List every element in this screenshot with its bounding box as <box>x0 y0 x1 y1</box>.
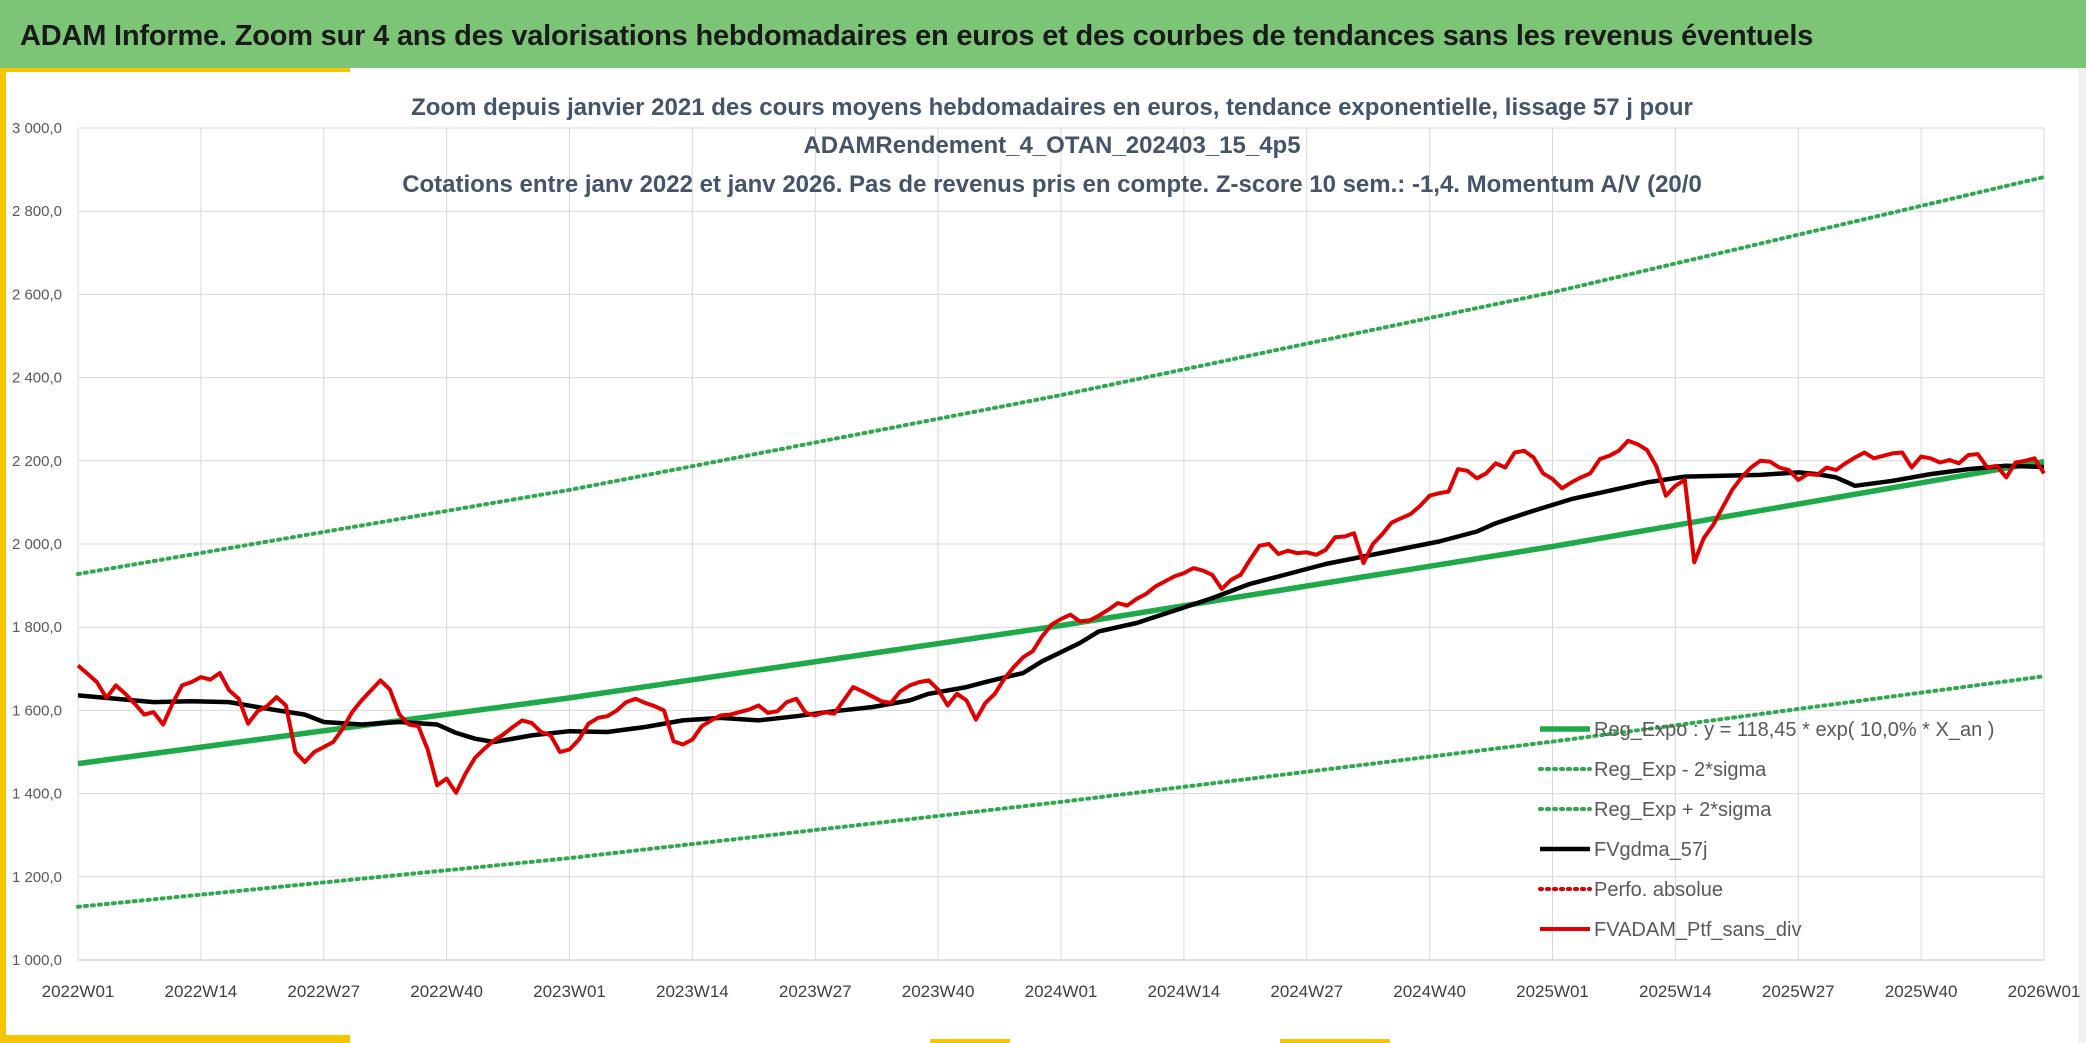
x-tick-label: 2025W01 <box>1516 982 1589 1001</box>
legend-label: FVgdma_57j <box>1594 839 1707 861</box>
right-border <box>2078 68 2086 1043</box>
top-accent-bar <box>0 68 350 72</box>
y-tick-label: 1 400,0 <box>12 786 62 803</box>
x-tick-label: 2024W14 <box>1147 982 1220 1001</box>
left-accent-bar <box>0 68 6 1043</box>
y-tick-label: 2 400,0 <box>12 370 62 387</box>
x-tick-label: 2026W01 <box>2008 982 2081 1001</box>
bottom-accent-bar <box>930 1039 1010 1043</box>
x-tick-label: 2025W40 <box>1885 982 1958 1001</box>
x-tick-label: 2025W14 <box>1639 982 1712 1001</box>
x-tick-label: 2023W27 <box>779 982 852 1001</box>
legend-label: Reg_Exp + 2*sigma <box>1594 799 1772 821</box>
legend: Reg_Expo : y = 118,45 * exp( 10,0% * X_a… <box>1538 719 1994 941</box>
bottom-accent-bar <box>1280 1039 1390 1043</box>
series-line-1 <box>76 674 2046 909</box>
gridlines <box>77 127 2045 961</box>
x-tick-label: 2022W27 <box>287 982 360 1001</box>
x-tick-label: 2024W40 <box>1393 982 1466 1001</box>
y-tick-label: 1 800,0 <box>12 619 62 636</box>
chart-title-line-2: ADAMRendement_4_OTAN_202403_15_4p5 <box>803 132 1300 159</box>
x-tick-label: 2022W40 <box>410 982 483 1001</box>
x-axis-ticks: 2022W01 2022W14 2022W27 2022W40 2023W01 2023W… <box>42 982 2081 1001</box>
bottom-accent-bar <box>0 1035 350 1043</box>
chart-title-line-1: Zoom depuis janvier 2021 des cours moyen… <box>411 94 1693 121</box>
y-tick-label: 2 600,0 <box>12 286 62 303</box>
y-tick-label: 2 000,0 <box>12 536 62 553</box>
legend-label: FVADAM_Ptf_sans_div <box>1594 919 1802 941</box>
y-tick-label: 2 800,0 <box>12 203 62 220</box>
y-tick-label: 3 000,0 <box>12 120 62 137</box>
series-line-3 <box>77 463 2045 745</box>
legend-label: Reg_Exp - 2*sigma <box>1594 759 1767 781</box>
series-line-5 <box>76 438 2046 795</box>
x-tick-label: 2022W14 <box>164 982 237 1001</box>
x-tick-label: 2023W01 <box>533 982 606 1001</box>
legend-label: Perfo. absolue <box>1594 879 1723 901</box>
y-tick-label: 2 200,0 <box>12 453 62 470</box>
series-lines <box>76 175 2046 909</box>
chart-title-line-3: Cotations entre janv 2022 et janv 2026. … <box>402 171 1702 198</box>
x-tick-label: 2024W27 <box>1270 982 1343 1001</box>
x-tick-label: 2023W14 <box>656 982 729 1001</box>
y-axis-ticks: 1 000,0 1 200,0 1 400,0 1 600,0 1 800,0 2 000… <box>12 120 62 969</box>
page-title: ADAM Informe. Zoom sur 4 ans des valoris… <box>20 20 1814 52</box>
y-tick-label: 1 600,0 <box>12 702 62 719</box>
y-tick-label: 1 000,0 <box>12 952 62 969</box>
header-banner: ADAM Informe. Zoom sur 4 ans des valoris… <box>0 0 2086 68</box>
x-tick-label: 2023W40 <box>902 982 975 1001</box>
y-tick-label: 1 200,0 <box>12 869 62 886</box>
series-line-2 <box>76 175 2046 576</box>
x-tick-label: 2022W01 <box>42 982 115 1001</box>
x-tick-label: 2024W01 <box>1025 982 1098 1001</box>
x-tick-label: 2025W27 <box>1762 982 1835 1001</box>
legend-label: Reg_Expo : y = 118,45 * exp( 10,0% * X_a… <box>1594 719 1994 741</box>
